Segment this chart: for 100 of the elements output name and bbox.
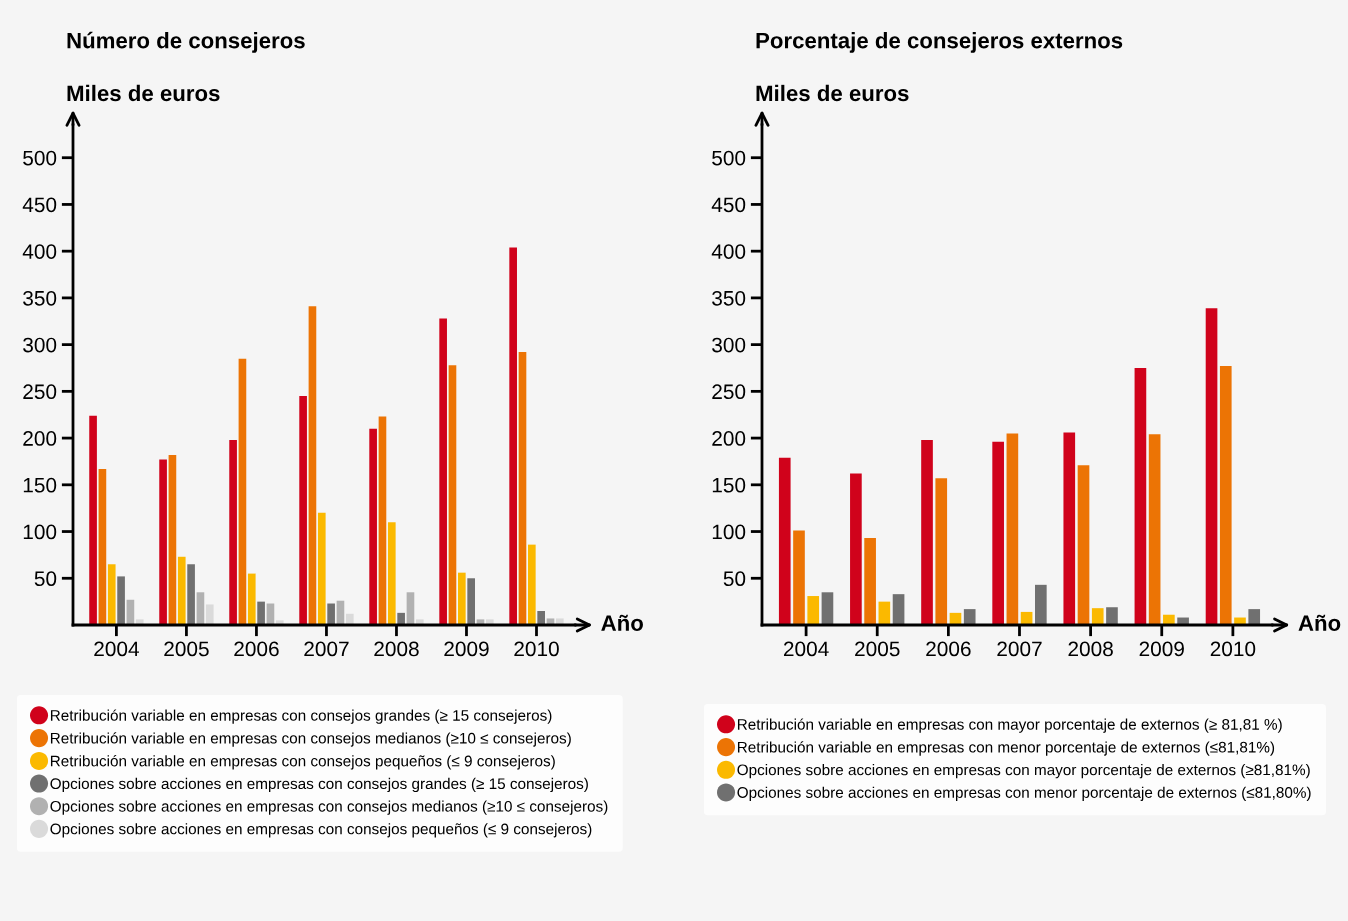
y-tick-label: 350 xyxy=(712,290,746,306)
bar xyxy=(89,415,97,625)
x-axis-title: Año xyxy=(1298,614,1341,631)
bar xyxy=(308,306,317,625)
bar xyxy=(1077,465,1090,625)
y-tick-label: 500 xyxy=(712,150,746,166)
bar xyxy=(317,512,326,625)
bar xyxy=(1106,607,1118,625)
bar xyxy=(1248,609,1261,625)
y-tick-label: 250 xyxy=(23,384,57,400)
x-tick-label: 2010 xyxy=(514,641,559,657)
x-tick-label: 2008 xyxy=(374,641,419,657)
x-tick-label: 2005 xyxy=(164,641,209,657)
bar xyxy=(556,618,564,625)
bar xyxy=(107,564,116,625)
bar xyxy=(992,441,1004,625)
legend-label: Opciones sobre acciones en empresas con consejos grandes (≥ 15 consejeros) xyxy=(50,777,588,793)
bar xyxy=(1035,584,1047,625)
y-tick-label: 50 xyxy=(723,571,746,587)
bar xyxy=(1205,308,1218,625)
bar xyxy=(229,439,237,625)
legend-label: Retribución variable en empresas con consejos medianos (≥10 ≤ consejeros) xyxy=(50,732,571,747)
chart-title: Porcentaje de consejeros externos xyxy=(756,32,1123,53)
bar xyxy=(793,530,805,625)
x-tick-label: 2009 xyxy=(1139,641,1184,657)
bar xyxy=(1163,614,1175,625)
legend-label: Retribución variable en empresas con consejos pequeños (≤ 9 consejeros) xyxy=(50,755,555,770)
bar xyxy=(778,457,791,625)
bar xyxy=(892,594,905,625)
bar xyxy=(205,604,214,625)
bar xyxy=(485,619,494,625)
bar xyxy=(159,459,167,625)
y-tick-label: 100 xyxy=(23,524,57,540)
bar xyxy=(528,544,536,625)
y-axis-title: Miles de euros xyxy=(756,84,909,102)
bar xyxy=(1134,367,1147,625)
bar xyxy=(415,619,424,625)
y-tick-label: 250 xyxy=(712,384,746,400)
legend-label: Opciones sobre acciones en empresas con mayor porcentaje de externos (≥81,81%) xyxy=(737,764,1310,779)
x-tick-label: 2004 xyxy=(783,641,829,657)
chart-title: Número de consejeros xyxy=(67,31,305,53)
y-tick-label: 500 xyxy=(23,150,57,166)
bar xyxy=(935,478,948,625)
bar xyxy=(247,573,256,625)
bar xyxy=(1006,433,1019,625)
y-tick-label: 300 xyxy=(23,337,57,353)
x-axis-title: Año xyxy=(601,614,643,631)
bar xyxy=(98,468,107,625)
bar xyxy=(196,592,205,625)
bar xyxy=(850,473,862,625)
bar xyxy=(177,556,186,625)
bar xyxy=(135,619,144,625)
y-tick-label: 200 xyxy=(712,431,746,446)
x-tick-label: 2007 xyxy=(304,641,349,657)
bar xyxy=(187,564,195,625)
y-tick-label: 100 xyxy=(712,524,746,540)
bar xyxy=(378,416,387,625)
y-tick-label: 400 xyxy=(711,244,746,259)
bar xyxy=(238,358,247,625)
bar xyxy=(1148,434,1161,625)
bar xyxy=(257,601,265,625)
x-tick-label: 2006 xyxy=(926,641,971,657)
bar xyxy=(457,572,466,625)
x-tick-label: 2009 xyxy=(444,641,489,657)
x-tick-label: 2010 xyxy=(1210,641,1256,657)
y-tick-label: 400 xyxy=(22,244,57,259)
y-tick-label: 350 xyxy=(23,290,57,306)
y-axis-title: Miles de euros xyxy=(67,84,220,102)
bar xyxy=(807,596,820,625)
y-tick-label: 150 xyxy=(712,477,746,493)
bar xyxy=(509,247,517,625)
bar xyxy=(467,578,475,625)
bar xyxy=(397,612,405,625)
bar xyxy=(345,613,354,625)
bar xyxy=(518,352,527,625)
bar xyxy=(1219,366,1232,625)
x-tick-label: 2004 xyxy=(94,641,139,657)
bar xyxy=(327,603,335,625)
x-tick-label: 2006 xyxy=(234,641,279,657)
legend-label: Opciones sobre acciones en empresas con consejos medianos (≥10 ≤ consejeros) xyxy=(50,800,608,815)
x-tick-label: 2007 xyxy=(997,641,1042,657)
bar xyxy=(406,592,415,625)
bar xyxy=(369,428,377,625)
bar xyxy=(963,609,976,625)
legend-label: Retribución variable en empresas con mayor porcentaje de externos (≥ 81,81 %) xyxy=(737,718,1282,733)
y-tick-label: 150 xyxy=(23,477,57,493)
bar xyxy=(537,610,545,625)
bar xyxy=(1091,608,1104,625)
legend-label: Retribución variable en empresas con menor porcentaje de externos (≤81,81%) xyxy=(737,741,1275,756)
y-tick-label: 450 xyxy=(711,197,746,213)
legend-label: Retribución variable en empresas con consejos grandes (≥ 15 consejeros) xyxy=(50,709,552,724)
bar xyxy=(168,454,177,625)
bar xyxy=(299,396,307,625)
y-tick-label: 300 xyxy=(712,337,746,353)
bar xyxy=(921,439,933,625)
x-tick-label: 2008 xyxy=(1068,641,1113,657)
y-tick-label: 450 xyxy=(22,197,57,213)
y-tick-label: 50 xyxy=(34,571,57,587)
y-tick-label: 200 xyxy=(23,431,57,446)
bar xyxy=(448,365,457,625)
